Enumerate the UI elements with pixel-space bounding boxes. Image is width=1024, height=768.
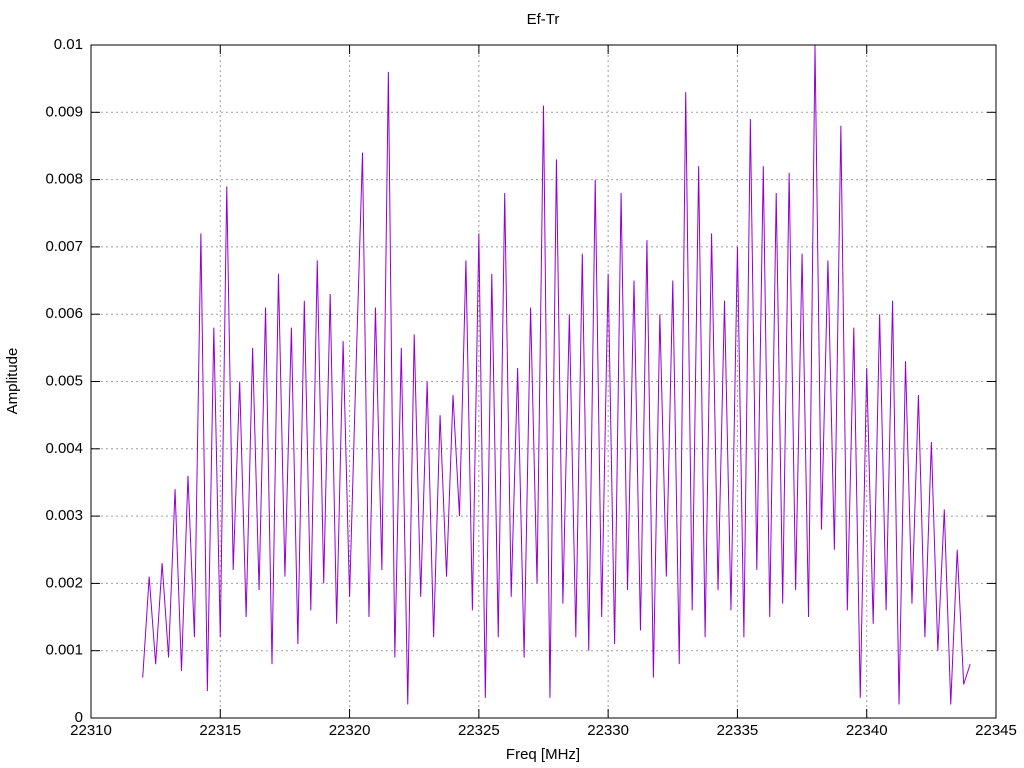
y-tick-label: 0.005 [45, 372, 83, 389]
x-tick-label: 22340 [846, 722, 888, 739]
y-tick-label: 0 [75, 709, 83, 726]
y-axis-label: Amplitude [4, 348, 21, 415]
y-tick-label: 0.001 [45, 642, 83, 659]
x-tick-label: 22310 [70, 722, 112, 739]
x-tick-label: 22315 [199, 722, 241, 739]
x-tick-label: 22320 [329, 722, 371, 739]
y-tick-label: 0.004 [45, 440, 83, 457]
y-tick-label: 0.009 [45, 103, 83, 120]
x-axis-label: Freq [MHz] [506, 746, 580, 763]
y-tick-label: 0.008 [45, 171, 83, 188]
x-tick-label: 22345 [975, 722, 1017, 739]
x-tick-label: 22330 [587, 722, 629, 739]
y-tick-label: 0.006 [45, 305, 83, 322]
y-tick-label: 0.003 [45, 507, 83, 524]
y-tick-label: 0.01 [54, 36, 83, 53]
data-line [142, 44, 971, 705]
y-tick-label: 0.002 [45, 574, 83, 591]
chart-title: Ef-Tr [527, 11, 560, 28]
x-tick-label: 22325 [458, 722, 500, 739]
x-tick-label: 22335 [717, 722, 759, 739]
plot-border [90, 44, 997, 719]
y-tick-label: 0.007 [45, 238, 83, 255]
